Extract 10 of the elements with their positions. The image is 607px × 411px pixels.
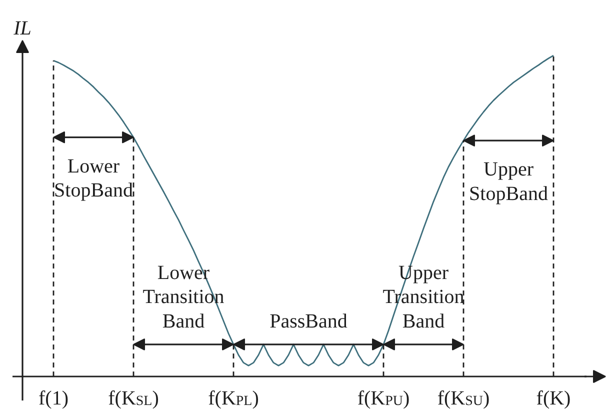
annotation: PassBand: [270, 310, 348, 332]
x-tick-label: f(K): [536, 388, 571, 410]
x-tick-label: f(KPL): [208, 388, 259, 410]
y-axis-title: IL: [12, 18, 32, 40]
x-tick-label: f(KSU): [437, 388, 490, 410]
annotation: Upper StopBand: [469, 158, 548, 205]
x-tick-label: f(KPU): [357, 388, 410, 410]
x-tick-label: f(KSL): [108, 388, 159, 410]
x-tick-label: f(1): [38, 388, 68, 410]
annotation: Lower StopBand: [54, 155, 133, 202]
